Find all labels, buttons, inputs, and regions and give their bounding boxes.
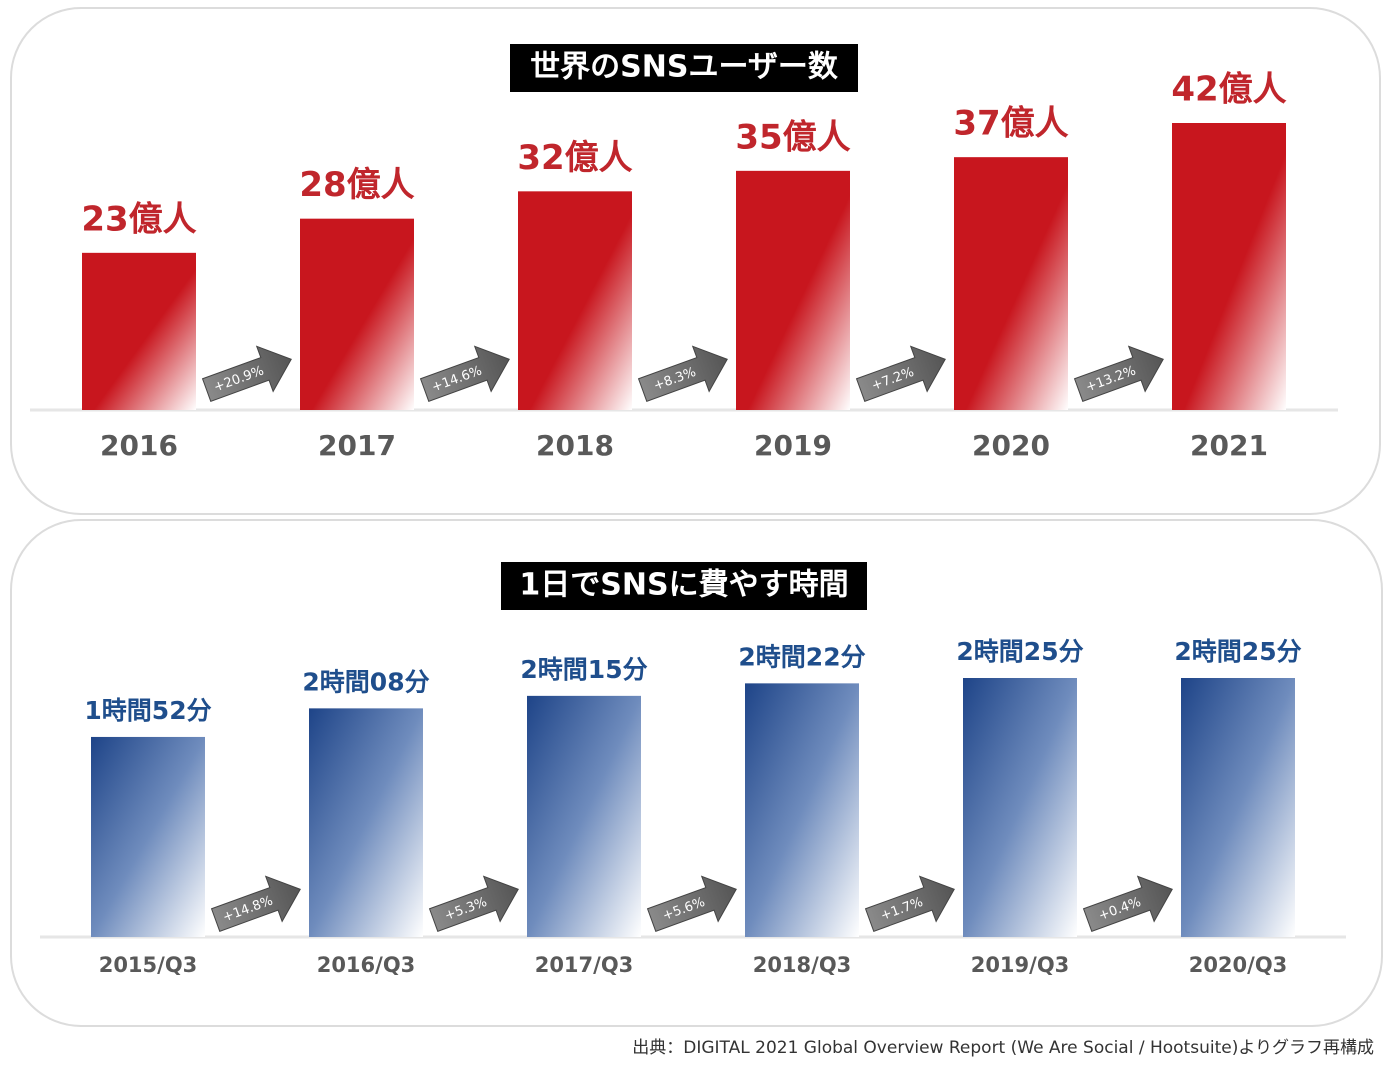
arrow-shape (428, 875, 519, 932)
x-tick-label: 2017 (318, 429, 396, 462)
arrow-shape (646, 875, 737, 932)
source-note: 出典：DIGITAL 2021 Global Overview Report (… (632, 1038, 1374, 1058)
value-label: 23億人 (81, 199, 196, 239)
bar (963, 678, 1077, 937)
growth-arrow: +20.9% (201, 345, 292, 402)
arrow-shape (210, 875, 301, 932)
arrow-shape (855, 345, 946, 402)
x-tick-label: 2016/Q3 (317, 953, 416, 977)
arrow-shape (1073, 345, 1164, 402)
bar (82, 252, 196, 410)
x-tick-label: 2018 (536, 429, 614, 462)
value-label: 2時間25分 (956, 637, 1083, 666)
arrow-shape (201, 345, 292, 402)
bar (954, 157, 1068, 410)
value-label: 2時間15分 (520, 655, 647, 684)
arrow-shape (637, 345, 728, 402)
bar (527, 695, 641, 937)
arrow-shape (419, 345, 510, 402)
x-tick-label: 2017/Q3 (535, 953, 634, 977)
bar (736, 170, 850, 410)
bar (309, 708, 423, 937)
value-label: 28億人 (299, 165, 414, 205)
value-label: 42億人 (1171, 70, 1286, 110)
title-box (510, 44, 858, 92)
bar (1172, 123, 1286, 410)
bar (518, 191, 632, 410)
x-tick-label: 2018/Q3 (753, 953, 852, 977)
arrow-shape (1082, 875, 1173, 932)
x-tick-label: 2020/Q3 (1189, 953, 1288, 977)
growth-arrow: +5.3% (428, 875, 519, 932)
bar (745, 683, 859, 937)
bar (300, 218, 414, 410)
value-label: 2時間08分 (302, 667, 429, 696)
value-label: 32億人 (517, 138, 632, 178)
chart-title: 1日でSNSに費やす時間 (519, 568, 848, 603)
growth-arrow: +14.6% (419, 345, 510, 402)
title-box (501, 562, 867, 610)
value-label: 2時間22分 (738, 642, 865, 671)
arrow-shape (864, 875, 955, 932)
x-tick-label: 2021 (1190, 429, 1268, 462)
x-tick-label: 2015/Q3 (99, 953, 198, 977)
x-tick-label: 2019 (754, 429, 832, 462)
value-label: 2時間25分 (1174, 637, 1301, 666)
x-tick-label: 2016 (100, 429, 178, 462)
x-tick-label: 2020 (972, 429, 1050, 462)
value-label: 37億人 (953, 104, 1068, 144)
value-label: 35億人 (735, 117, 850, 157)
bar (1181, 678, 1295, 937)
x-tick-label: 2019/Q3 (971, 953, 1070, 977)
bar (91, 736, 205, 937)
chart-title: 世界のSNSユーザー数 (530, 50, 839, 85)
value-label: 1時間52分 (84, 696, 211, 725)
